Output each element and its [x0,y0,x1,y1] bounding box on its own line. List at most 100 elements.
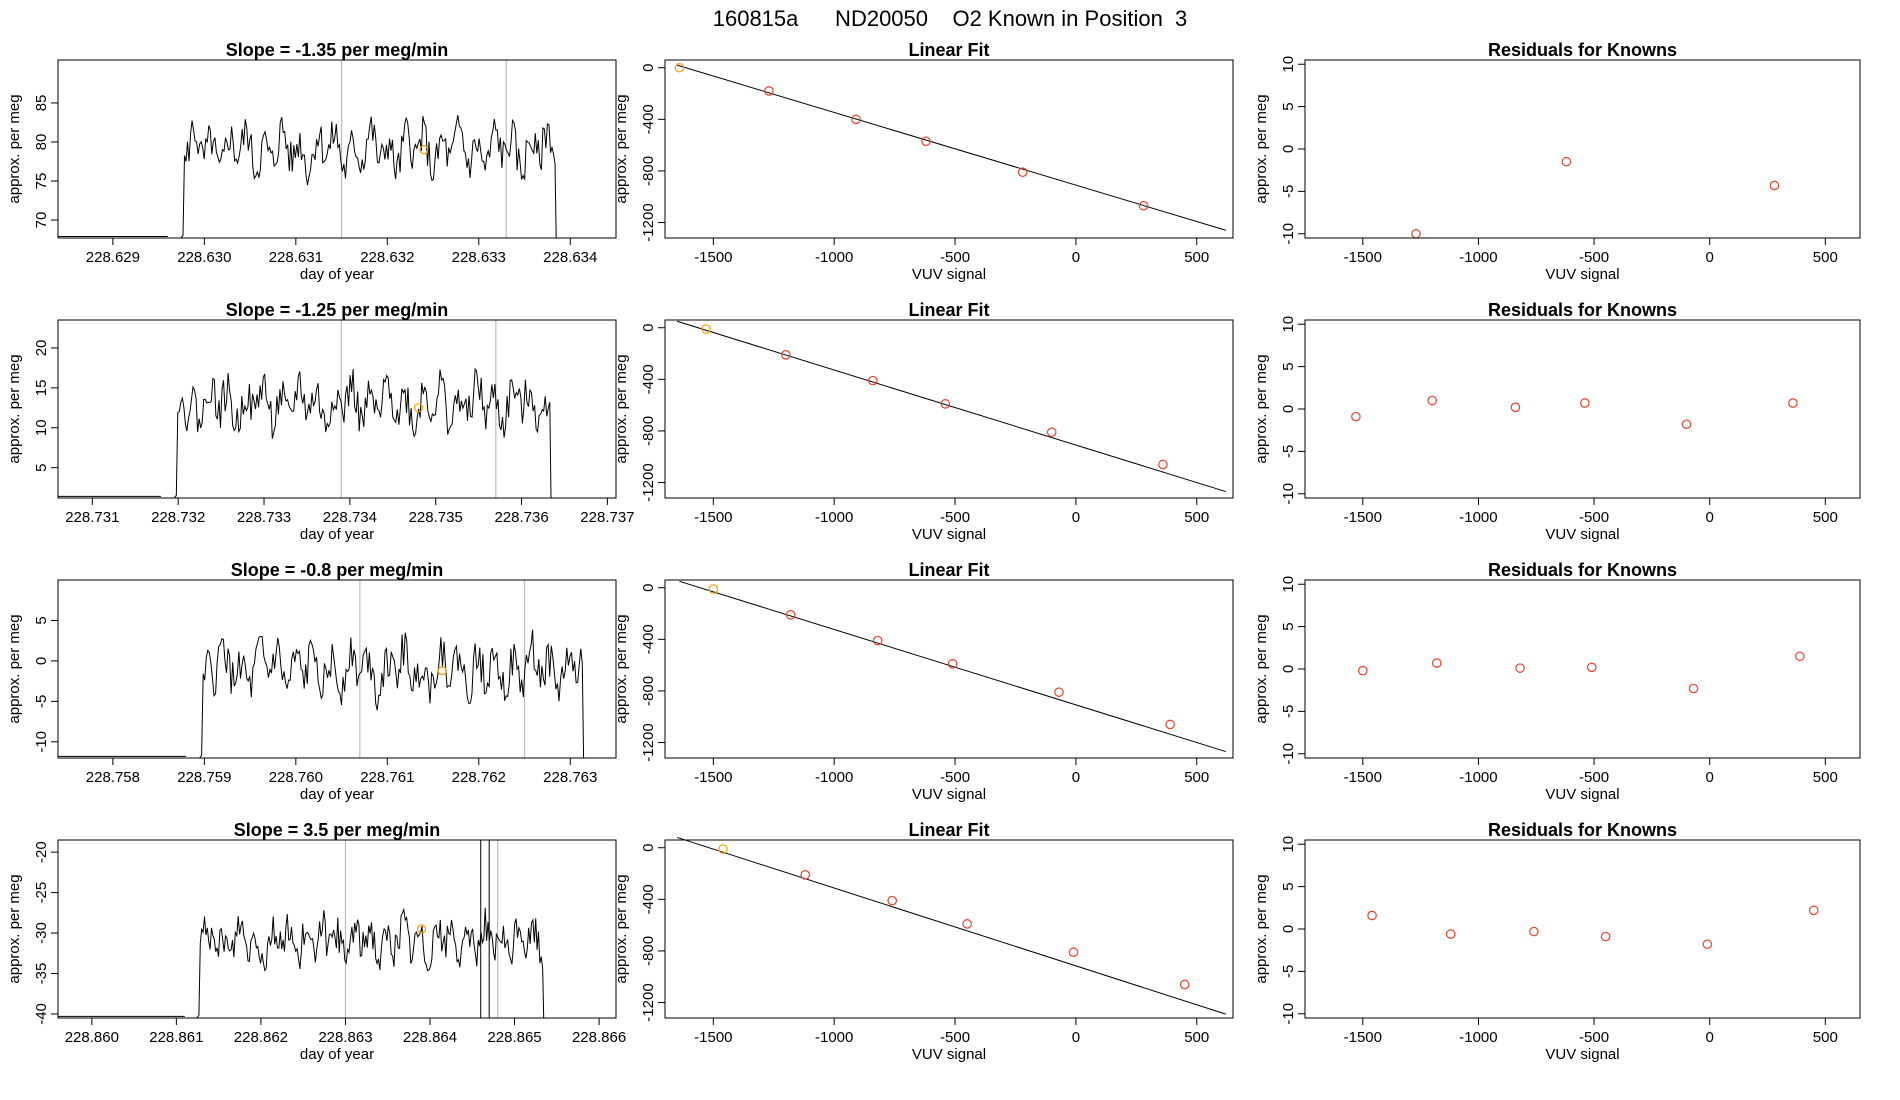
x-tick-label: 500 [1184,509,1209,526]
x-tick-label: 228.631 [269,249,323,266]
x-tick-label: -500 [940,1029,970,1046]
panel-title: Linear Fit [908,560,989,580]
plot-frame [57,839,617,1019]
y-tick-label: -1200 [640,723,657,761]
fit-point [1046,427,1057,438]
fit-point [868,375,878,386]
y-tick-label: -5 [33,695,50,708]
x-axis-label: VUV signal [1545,786,1619,803]
y-tick-label: 5 [33,616,50,624]
plot-frame [57,319,617,499]
fit-point [785,610,796,620]
y-tick-label: -30 [33,922,50,944]
x-tick-label: 228.758 [86,769,140,786]
x-axis-label: day of year [300,1046,374,1063]
trace-group [58,367,552,498]
panel-title: Slope = 3.5 per meg/min [234,820,441,840]
x-tick-label: 500 [1184,769,1209,786]
x-tick-label: 228.633 [452,249,506,266]
x-tick-label: 0 [1072,1029,1080,1046]
x-axis-label: VUV signal [912,526,986,543]
y-tick-label: 0 [640,844,657,852]
x-tick-label: 228.736 [494,509,548,526]
y-tick-label: 0 [640,324,657,332]
y-axis-label: approx. per meg [6,354,23,463]
known-marker [419,145,429,155]
x-tick-label: 228.760 [269,769,323,786]
x-tick-label: 228.761 [360,769,414,786]
series-line [173,367,552,498]
fit-point [1165,719,1175,730]
fit-point [701,324,711,334]
x-tick-label: 0 [1706,1029,1714,1046]
y-axis-label: approx. per meg [613,614,630,723]
y-tick-label: 0 [1280,665,1297,673]
panel-title: Residuals for Knowns [1488,300,1677,320]
y-axis-label: approx. per meg [1253,614,1270,723]
x-tick-label: -1000 [815,769,853,786]
residual-point [1688,683,1699,694]
x-tick-label: 0 [1706,769,1714,786]
fit-point [872,635,883,646]
plot-frame [1304,839,1861,1019]
y-tick-label: -400 [640,104,657,134]
time-series-panel: 228.629 228.630 228.631 228.632 228.633 228.6… [6,40,617,283]
y-tick-label: -400 [640,364,657,394]
y-tick-label: 0 [1280,145,1297,153]
panel-grid: 228.629 228.630 228.631 228.632 228.633 228.6… [6,40,1861,1063]
y-tick-label: -40 [33,1003,50,1025]
x-axis-label: VUV signal [1545,1046,1619,1063]
x-tick-label: 0 [1706,509,1714,526]
x-tick-label: -1500 [694,509,732,526]
residual-point [1702,939,1713,950]
residual-point [1788,398,1798,408]
y-tick-label: -400 [640,884,657,914]
series-line [180,115,557,238]
series-line [196,907,545,1018]
x-tick-label: 0 [1072,769,1080,786]
residual-point [1510,402,1521,413]
x-axis-label: VUV signal [912,1046,986,1063]
y-tick-label: -800 [640,676,657,706]
fit-line [676,320,1226,493]
x-tick-label: 228.735 [409,509,463,526]
x-tick-label: -500 [1579,769,1609,786]
x-tick-label: 0 [1072,249,1080,266]
x-tick-label: 0 [1706,249,1714,266]
panel-title: Linear Fit [908,300,989,320]
y-tick-label: 5 [33,463,50,471]
residual-point [1358,665,1368,676]
panel-title: Linear Fit [908,820,989,840]
x-tick-label: -1500 [694,769,732,786]
y-tick-label: -25 [33,882,50,904]
fit-point [708,584,719,594]
y-axis-label: approx. per meg [6,94,23,203]
x-tick-label: 228.630 [177,249,231,266]
x-tick-label: -1000 [1459,249,1497,266]
y-tick-label: 5 [1280,622,1297,630]
y-tick-label: 0 [33,657,50,665]
y-axis-label: approx. per meg [6,614,23,723]
plot-frame [1304,579,1861,759]
known-marker [413,403,424,413]
fit-point [1068,947,1079,958]
x-tick-label: 228.632 [360,249,414,266]
x-tick-label: 500 [1813,769,1838,786]
plot-frame [1304,319,1861,499]
known-marker [416,924,427,934]
plot-frame [664,319,1234,499]
x-tick-label: -500 [940,509,970,526]
fit-point [1017,167,1028,178]
fit-line [679,580,1226,753]
panel-title: Residuals for Knowns [1488,560,1677,580]
x-tick-label: -1000 [815,249,853,266]
figure-title: 160815a ND20050 O2 Known in Position 3 [713,6,1188,31]
y-tick-label: 5 [1280,102,1297,110]
y-tick-label: 0 [640,584,657,592]
y-tick-label: -5 [1280,705,1297,718]
fit-point [962,919,972,929]
x-tick-label: -1000 [1459,1029,1497,1046]
fit-point [1054,687,1064,698]
y-tick-label: -10 [1280,483,1297,505]
residual-point [1561,156,1572,167]
